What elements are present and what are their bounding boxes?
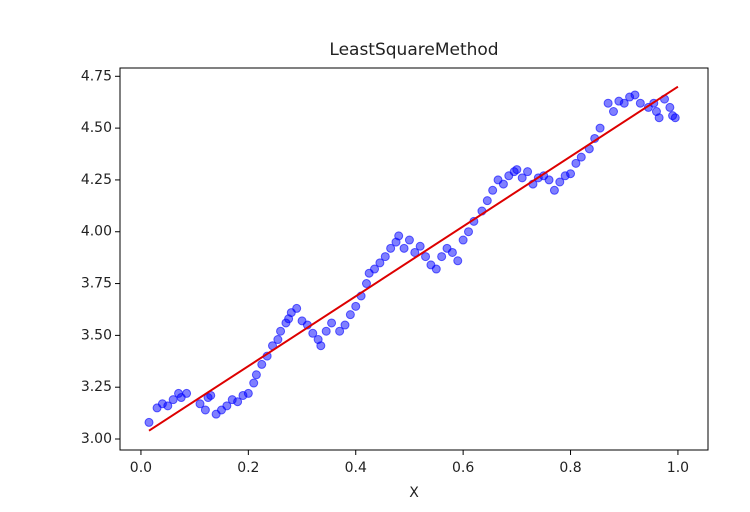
y-tick-label: 4.00 [81,224,112,240]
point [380,252,390,262]
point [464,227,474,237]
point [394,231,404,241]
point [447,247,457,257]
point [458,235,468,245]
y-tick-label: 4.25 [81,172,112,188]
point [410,247,420,257]
point [488,185,498,195]
point [195,399,205,409]
point [144,417,154,427]
point [316,341,326,351]
point [182,388,192,398]
x-tick-label: 0.2 [237,460,259,476]
chart-title: LeastSquareMethod [329,40,498,60]
point [517,173,527,183]
point [512,165,522,175]
point [361,279,371,289]
point [431,264,441,274]
y-tick-label: 3.50 [81,327,112,343]
x-tick-label: 1.0 [667,460,689,476]
y-tick-label: 4.50 [81,120,112,136]
point [523,167,533,177]
point [351,301,361,311]
point [386,243,396,253]
point [608,107,618,117]
y-tick-label: 4.75 [81,68,112,84]
point [276,326,286,336]
point [421,252,431,262]
point [345,310,355,320]
point [576,152,586,162]
point [571,158,581,168]
point [168,395,178,405]
point [453,256,463,266]
point [654,113,664,123]
point [257,359,267,369]
point [595,123,605,133]
point [335,326,345,336]
x-axis-label: X [409,485,419,501]
y-tick-label: 3.75 [81,276,112,292]
point [327,318,337,328]
point [273,335,283,345]
point [498,179,508,189]
fit-line [148,85,679,432]
point [399,243,409,253]
y-tick-label: 3.00 [81,431,112,447]
point [233,397,243,407]
point [200,405,210,415]
point [370,264,380,274]
point [437,252,447,262]
point [404,235,414,245]
x-tick-label: 0.0 [130,460,152,476]
point [249,378,259,388]
point [665,102,675,112]
point [308,328,318,338]
point [619,98,629,108]
point [544,175,554,185]
point [321,326,331,336]
point [635,98,645,108]
y-tick-label: 3.25 [81,379,112,395]
point [630,90,640,100]
point [163,401,173,411]
point [603,98,613,108]
point [222,401,232,411]
point [555,177,565,187]
point [549,185,559,195]
point [482,196,492,206]
plot-frame [119,67,709,451]
point [375,258,385,268]
point [292,303,302,313]
point [251,370,261,380]
x-tick-label: 0.6 [452,460,474,476]
point [340,320,350,330]
point [566,169,576,179]
x-tick-label: 0.8 [559,460,581,476]
point [670,113,680,123]
x-tick-label: 0.4 [345,460,367,476]
point [243,388,253,398]
point [415,241,425,251]
